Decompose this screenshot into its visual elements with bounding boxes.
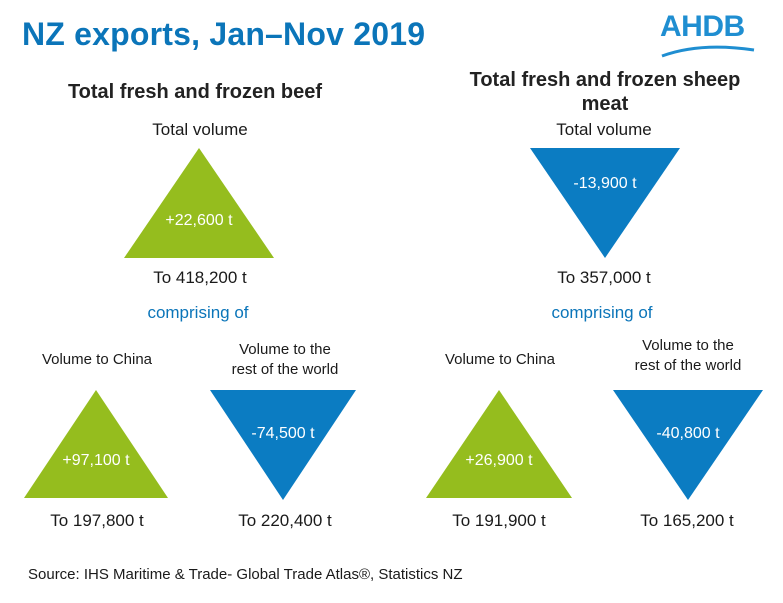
sheep-rest-label-line1: Volume to the (642, 337, 734, 354)
beef-rest-result: To 220,400 t (238, 511, 332, 530)
sheep-comprising: comprising of (551, 303, 653, 322)
sheep-rest-label: Volume to the rest of the world (608, 336, 768, 376)
sheep-china-change: +26,900 t (465, 452, 533, 469)
sheep-rest-change: -40,800 t (656, 425, 720, 442)
sheep-rest-result: To 165,200 t (640, 511, 734, 530)
sheep-total-change: -13,900 t (573, 175, 637, 192)
down-triangle-shape (210, 390, 356, 500)
beef-total-result: To 418,200 t (153, 268, 247, 287)
sheep-china-up-triangle: +26,900 t (426, 390, 572, 498)
sheep-china-result: To 191,900 t (452, 511, 546, 530)
logo-swoosh-icon (661, 45, 755, 58)
sheep-heading-line2: meat (581, 93, 629, 115)
sheep-total-down-triangle: -13,900 t (530, 148, 680, 258)
beef-heading: Total fresh and frozen beef (67, 81, 323, 103)
beef-total-up-triangle: +22,600 t (124, 148, 274, 258)
up-triangle-shape (426, 390, 572, 498)
sheep-heading-line1: Total fresh and frozen sheep (469, 69, 741, 91)
beef-total-change: +22,600 t (165, 212, 233, 229)
up-triangle-shape (124, 148, 274, 258)
source-note: Source: IHS Maritime & Trade- Global Tra… (28, 566, 463, 583)
sheep-total-result: To 357,000 t (557, 268, 651, 287)
sheep-heading: Total fresh and frozen sheep meat (415, 68, 783, 116)
beef-china-up-triangle: +97,100 t (24, 390, 168, 498)
down-triangle-shape (530, 148, 680, 258)
beef-rest-label-line1: Volume to the (239, 341, 331, 358)
beef-china-result: To 197,800 t (50, 511, 144, 530)
beef-rest-change: -74,500 t (251, 425, 315, 442)
sheep-china-label: Volume to China (444, 351, 556, 368)
beef-total-label: Total volume (152, 120, 248, 139)
beef-comprising: comprising of (147, 303, 249, 322)
up-triangle-shape (24, 390, 168, 498)
ahdb-logo: AHDB (660, 10, 770, 60)
sheep-rest-label-line2: rest of the world (634, 357, 742, 374)
beef-rest-label: Volume to the rest of the world (205, 340, 365, 380)
beef-rest-label-line2: rest of the world (231, 361, 339, 378)
beef-china-label: Volume to China (41, 351, 153, 368)
page-title: NZ exports, Jan–Nov 2019 (22, 16, 426, 52)
logo-text: AHDB (660, 10, 745, 43)
sheep-rest-down-triangle: -40,800 t (613, 390, 763, 500)
beef-china-change: +97,100 t (62, 452, 130, 469)
beef-rest-down-triangle: -74,500 t (210, 390, 356, 500)
down-triangle-shape (613, 390, 763, 500)
sheep-total-label: Total volume (556, 120, 652, 139)
